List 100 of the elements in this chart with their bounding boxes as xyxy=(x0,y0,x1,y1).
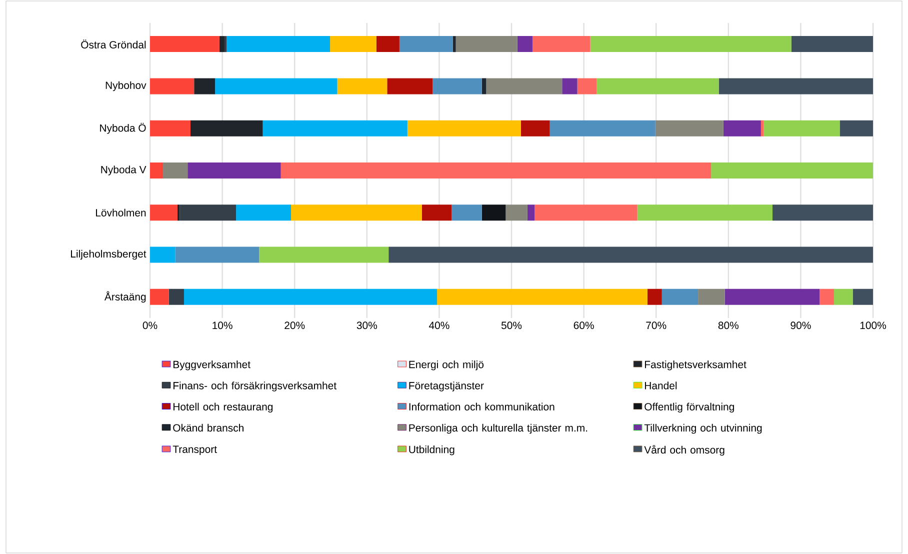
x-tick-label: 60% xyxy=(574,322,594,330)
bar xyxy=(150,204,178,221)
bar xyxy=(190,120,263,136)
x-tick-label: 30% xyxy=(356,322,377,330)
legend-label: Byggverksamhet xyxy=(174,360,250,370)
legend-label: Företagstjänster xyxy=(409,382,484,392)
bar xyxy=(224,36,227,52)
bar xyxy=(637,204,773,221)
bar xyxy=(280,162,712,178)
x-tick-label: 20% xyxy=(284,322,305,330)
bar xyxy=(534,204,638,221)
y-tick-label: Nyboda V xyxy=(101,166,146,176)
bar xyxy=(550,120,656,136)
bar xyxy=(506,204,528,221)
bar xyxy=(723,120,761,136)
legend-label: Utbildning xyxy=(409,445,454,456)
bar xyxy=(330,36,376,52)
bar xyxy=(150,288,169,305)
bar xyxy=(764,120,840,136)
bar xyxy=(562,78,578,94)
bar xyxy=(452,204,482,221)
bar xyxy=(388,246,874,263)
legend-label: Offentlig förvaltning xyxy=(644,402,734,413)
bar xyxy=(387,78,433,94)
bar xyxy=(647,288,662,305)
legend-label: Vård och omsorg xyxy=(644,445,724,456)
y-tick-label: Lövholmen xyxy=(96,208,146,216)
y-tick-label: Årstaäng xyxy=(104,291,146,303)
y-tick-label: Nybohov xyxy=(106,81,146,92)
bar xyxy=(482,78,486,94)
bar xyxy=(724,288,820,305)
bar xyxy=(150,36,220,52)
bar xyxy=(590,36,792,52)
bar xyxy=(150,120,190,136)
bar xyxy=(376,36,400,52)
bar xyxy=(596,78,720,94)
bar xyxy=(163,162,188,178)
bar xyxy=(760,120,764,136)
bar xyxy=(259,246,389,263)
x-tick-label: 80% xyxy=(718,322,738,330)
bar xyxy=(180,204,236,221)
bar xyxy=(432,78,482,94)
legend-label: Okänd bransch xyxy=(173,424,244,432)
bar xyxy=(407,120,521,136)
bar xyxy=(662,288,698,305)
bar xyxy=(236,204,291,221)
bar xyxy=(437,288,648,305)
bar xyxy=(150,162,164,178)
bar xyxy=(852,288,874,305)
bar xyxy=(772,204,874,221)
y-tick-label: Östra Gröndal xyxy=(81,40,146,48)
x-tick-label: 40% xyxy=(428,322,450,330)
bar xyxy=(486,78,562,94)
bar xyxy=(711,162,874,178)
bar xyxy=(150,78,194,94)
legend-label: Fastighetsverksamhet xyxy=(645,360,746,370)
bar xyxy=(168,288,184,305)
bar xyxy=(834,288,853,305)
bar xyxy=(188,162,281,178)
bar xyxy=(184,288,438,305)
legend-label: Information och kommunikation xyxy=(409,402,554,410)
legend-label: Energi och miljö xyxy=(409,360,484,370)
legend-label: Personliga och kulturella tjänster m.m. xyxy=(409,424,588,434)
bar xyxy=(290,204,422,221)
bar xyxy=(262,120,408,136)
x-tick-label: 70% xyxy=(646,322,666,330)
bar xyxy=(226,36,330,52)
legend-label: Transport xyxy=(172,446,217,456)
bar xyxy=(820,288,834,305)
bar xyxy=(527,204,535,221)
bar xyxy=(517,36,532,52)
bar xyxy=(840,120,874,136)
bar xyxy=(456,36,518,52)
y-tick-label: Nyboda Ö xyxy=(100,122,146,134)
legend-label: Tillverkning och utvinning xyxy=(644,424,762,434)
bar xyxy=(791,36,874,52)
bar xyxy=(422,204,452,221)
bar xyxy=(698,288,725,305)
bar xyxy=(520,120,550,136)
bar xyxy=(337,78,388,94)
bar xyxy=(399,36,453,52)
x-tick-label: 90% xyxy=(790,322,811,330)
bar xyxy=(150,246,176,263)
bar xyxy=(219,36,224,52)
x-tick-label: 0% xyxy=(142,322,158,330)
bar xyxy=(452,36,456,52)
bar xyxy=(577,78,597,94)
bar xyxy=(177,204,180,221)
x-tick-label: 100% xyxy=(860,322,886,330)
bar xyxy=(194,78,216,94)
bar xyxy=(215,78,338,94)
legend-label: Finans- och försäkringsverksamhet xyxy=(174,382,336,392)
x-tick-label: 10% xyxy=(212,322,232,330)
bar xyxy=(655,120,724,136)
y-tick-label: Liljeholmsberget xyxy=(71,250,146,260)
bar xyxy=(175,246,260,263)
x-tick-label: 50% xyxy=(501,322,522,330)
bar xyxy=(532,36,590,52)
legend-label: Handel xyxy=(645,382,677,390)
bar xyxy=(719,78,874,94)
